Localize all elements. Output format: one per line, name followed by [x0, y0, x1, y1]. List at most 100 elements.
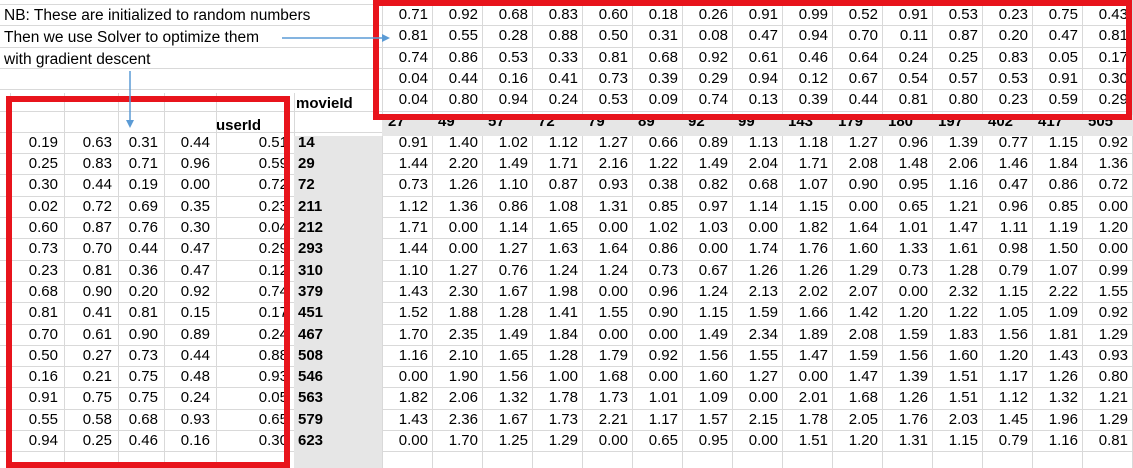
prediction-cell[interactable]: 1.71 — [398, 219, 428, 236]
prediction-cell[interactable]: 1.18 — [798, 134, 828, 151]
user-factor-cell[interactable]: 0.96 — [180, 155, 210, 172]
prediction-cell[interactable]: 1.28 — [498, 304, 528, 321]
user-id-cell[interactable]: 546 — [298, 368, 324, 385]
prediction-cell[interactable]: 2.04 — [748, 155, 778, 172]
prediction-cell[interactable]: 1.98 — [548, 283, 578, 300]
movie-factor-cell[interactable]: 0.39 — [798, 91, 828, 108]
user-factor-cell[interactable]: 0.30 — [28, 176, 58, 193]
user-factor-cell[interactable]: 0.73 — [28, 240, 58, 257]
prediction-cell[interactable]: 1.36 — [448, 198, 478, 215]
movie-factor-cell[interactable]: 0.47 — [1048, 27, 1078, 44]
prediction-cell[interactable]: 1.57 — [698, 411, 728, 428]
prediction-cell[interactable]: 1.47 — [798, 347, 828, 364]
prediction-cell[interactable]: 1.81 — [1048, 326, 1078, 343]
prediction-cell[interactable]: 0.97 — [698, 198, 728, 215]
user-factor-cell[interactable]: 0.19 — [128, 176, 158, 193]
prediction-cell[interactable]: 0.00 — [448, 240, 478, 257]
prediction-cell[interactable]: 1.14 — [498, 219, 528, 236]
prediction-cell[interactable]: 1.67 — [498, 411, 528, 428]
prediction-cell[interactable]: 0.00 — [898, 283, 928, 300]
prediction-cell[interactable]: 2.10 — [448, 347, 478, 364]
prediction-cell[interactable]: 1.64 — [598, 240, 628, 257]
prediction-cell[interactable]: 0.00 — [648, 326, 678, 343]
movie-factor-cell[interactable]: 0.80 — [948, 91, 978, 108]
prediction-cell[interactable]: 1.32 — [1048, 389, 1078, 406]
prediction-cell[interactable]: 1.56 — [698, 347, 728, 364]
prediction-cell[interactable]: 0.00 — [1098, 198, 1128, 215]
prediction-cell[interactable]: 1.12 — [548, 134, 578, 151]
prediction-cell[interactable]: 1.26 — [748, 262, 778, 279]
prediction-cell[interactable]: 2.05 — [848, 411, 878, 428]
movie-factor-cell[interactable]: 0.81 — [898, 91, 928, 108]
prediction-cell[interactable]: 1.43 — [398, 411, 428, 428]
movie-factor-cell[interactable]: 0.92 — [448, 6, 478, 23]
prediction-cell[interactable]: 1.21 — [948, 198, 978, 215]
user-id-cell[interactable]: 451 — [298, 304, 324, 321]
prediction-cell[interactable]: 1.15 — [998, 283, 1028, 300]
user-factor-cell[interactable]: 0.59 — [258, 155, 288, 172]
prediction-cell[interactable]: 1.82 — [398, 389, 428, 406]
prediction-cell[interactable]: 0.79 — [998, 432, 1028, 449]
user-factor-cell[interactable]: 0.90 — [128, 326, 158, 343]
prediction-cell[interactable]: 2.02 — [798, 283, 828, 300]
user-id-cell[interactable]: 579 — [298, 411, 324, 428]
prediction-cell[interactable]: 0.00 — [398, 368, 428, 385]
prediction-cell[interactable]: 0.85 — [648, 198, 678, 215]
movie-factor-cell[interactable]: 0.88 — [548, 27, 578, 44]
movie-factor-cell[interactable]: 0.30 — [1098, 70, 1128, 87]
user-factor-cell[interactable]: 0.63 — [82, 134, 112, 151]
prediction-cell[interactable]: 0.92 — [1098, 134, 1128, 151]
user-factor-cell[interactable]: 0.93 — [180, 411, 210, 428]
movie-factor-cell[interactable]: 0.18 — [648, 6, 678, 23]
movie-factor-cell[interactable]: 0.61 — [748, 49, 778, 66]
prediction-cell[interactable]: 0.65 — [648, 432, 678, 449]
movie-factor-cell[interactable]: 0.55 — [448, 27, 478, 44]
prediction-cell[interactable]: 0.85 — [1048, 198, 1078, 215]
prediction-cell[interactable]: 2.30 — [448, 283, 478, 300]
movie-factor-cell[interactable]: 0.83 — [998, 49, 1028, 66]
movie-factor-cell[interactable]: 0.13 — [748, 91, 778, 108]
prediction-cell[interactable]: 1.31 — [898, 432, 928, 449]
user-factor-cell[interactable]: 0.15 — [180, 304, 210, 321]
prediction-cell[interactable]: 2.22 — [1048, 283, 1078, 300]
user-factor-cell[interactable]: 0.17 — [258, 304, 288, 321]
prediction-cell[interactable]: 1.27 — [848, 134, 878, 151]
prediction-cell[interactable]: 0.73 — [398, 176, 428, 193]
movie-factor-cell[interactable]: 0.68 — [498, 6, 528, 23]
user-factor-cell[interactable]: 0.04 — [258, 219, 288, 236]
prediction-cell[interactable]: 1.79 — [598, 347, 628, 364]
user-factor-cell[interactable]: 0.16 — [180, 432, 210, 449]
user-factor-cell[interactable]: 0.25 — [82, 432, 112, 449]
user-factor-cell[interactable]: 0.23 — [258, 198, 288, 215]
prediction-cell[interactable]: 0.95 — [698, 432, 728, 449]
movie-factor-cell[interactable]: 0.91 — [898, 6, 928, 23]
user-factor-cell[interactable]: 0.81 — [28, 304, 58, 321]
user-factor-cell[interactable]: 0.51 — [258, 134, 288, 151]
user-factor-cell[interactable]: 0.05 — [258, 389, 288, 406]
movie-factor-cell[interactable]: 0.08 — [698, 27, 728, 44]
prediction-cell[interactable]: 0.87 — [548, 176, 578, 193]
prediction-cell[interactable]: 1.56 — [998, 326, 1028, 343]
prediction-cell[interactable]: 1.68 — [598, 368, 628, 385]
prediction-cell[interactable]: 1.09 — [698, 389, 728, 406]
user-factor-cell[interactable]: 0.47 — [180, 262, 210, 279]
prediction-cell[interactable]: 2.06 — [948, 155, 978, 172]
user-factor-cell[interactable]: 0.30 — [180, 219, 210, 236]
prediction-cell[interactable]: 1.84 — [548, 326, 578, 343]
movie-factor-cell[interactable]: 0.54 — [898, 70, 928, 87]
user-id-cell[interactable]: 379 — [298, 283, 324, 300]
prediction-cell[interactable]: 0.00 — [398, 432, 428, 449]
movie-factor-cell[interactable]: 0.74 — [698, 91, 728, 108]
user-factor-cell[interactable]: 0.19 — [28, 134, 58, 151]
movie-factor-cell[interactable]: 0.26 — [698, 6, 728, 23]
user-factor-cell[interactable]: 0.70 — [82, 240, 112, 257]
prediction-cell[interactable]: 1.44 — [398, 155, 428, 172]
prediction-cell[interactable]: 1.39 — [948, 134, 978, 151]
user-factor-cell[interactable]: 0.44 — [128, 240, 158, 257]
user-factor-cell[interactable]: 0.72 — [258, 176, 288, 193]
movie-factor-cell[interactable]: 0.12 — [798, 70, 828, 87]
user-factor-cell[interactable]: 0.27 — [82, 347, 112, 364]
prediction-cell[interactable]: 1.32 — [498, 389, 528, 406]
user-factor-cell[interactable]: 0.81 — [82, 262, 112, 279]
prediction-cell[interactable]: 1.29 — [848, 262, 878, 279]
